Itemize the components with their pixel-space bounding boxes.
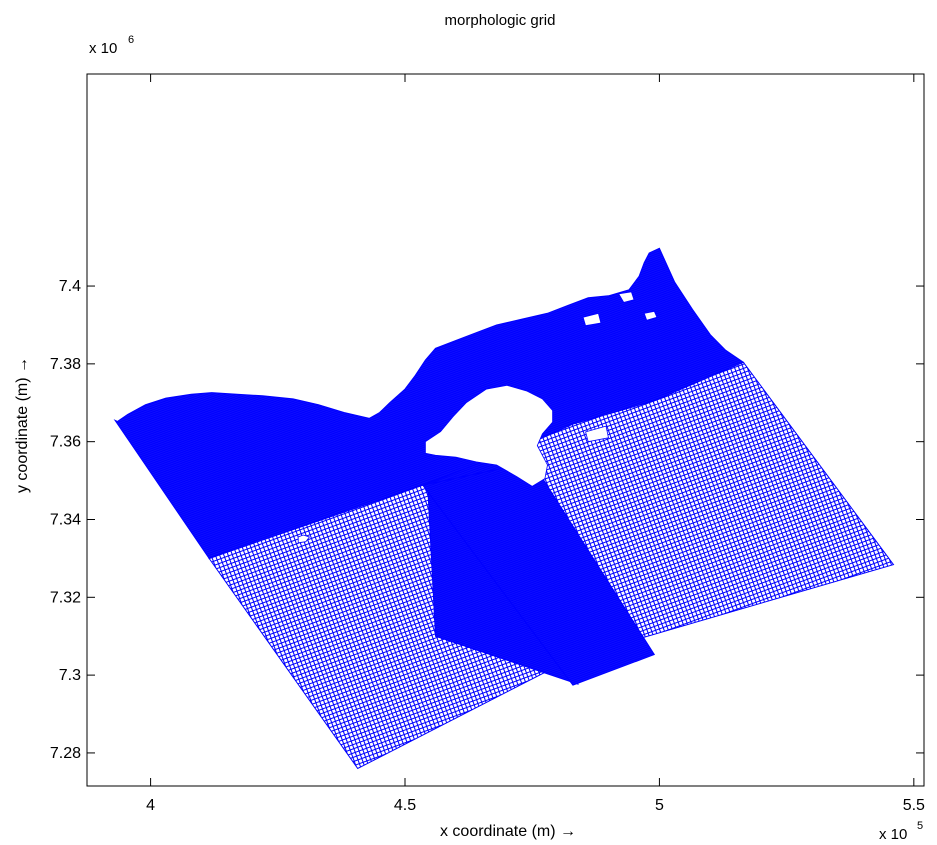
y-tick-label: 7.3 [59, 667, 81, 684]
y-axis-multiplier: x 10 6 [89, 34, 134, 57]
grid-holes [297, 291, 658, 544]
grid-domain-4 [421, 461, 656, 686]
grid-hole-4 [643, 310, 658, 321]
grid-hole-2 [297, 534, 311, 544]
x-axis-label: x coordinate (m) → [440, 823, 576, 840]
y-tick-label: 7.34 [50, 511, 81, 528]
x-tick-label: 4.5 [394, 797, 416, 814]
x-tick-label: 5.5 [903, 797, 925, 814]
y-axis-label: y coordinate (m) → [14, 357, 31, 493]
grid-hole-3 [618, 291, 635, 303]
plot-axes-box [86, 73, 925, 787]
x-multiplier-base: x 10 [879, 826, 907, 843]
y-multiplier-base: x 10 [89, 40, 117, 57]
x-tick-label: 4 [146, 797, 155, 814]
grid-hole-1 [424, 384, 553, 487]
y-tick-label: 7.38 [50, 356, 81, 373]
y-tick-label: 7.28 [50, 745, 81, 762]
chart-title: morphologic grid [445, 12, 556, 29]
grid-hole-5 [585, 425, 609, 443]
y-axis-ticks: 7.28 7.3 7.32 7.34 7.36 7.38 7.4 [50, 278, 924, 762]
y-tick-label: 7.32 [50, 589, 81, 606]
x-multiplier-exponent: 5 [917, 820, 923, 832]
x-axis-ticks: 4 4.5 5 5.5 [146, 74, 925, 814]
y-tick-label: 7.36 [50, 434, 81, 451]
x-tick-label: 5 [655, 797, 664, 814]
x-axis-multiplier: x 10 5 [879, 820, 923, 843]
grid-hole-6 [582, 312, 602, 327]
y-tick-label: 7.4 [59, 278, 81, 295]
y-multiplier-exponent: 6 [128, 34, 134, 46]
